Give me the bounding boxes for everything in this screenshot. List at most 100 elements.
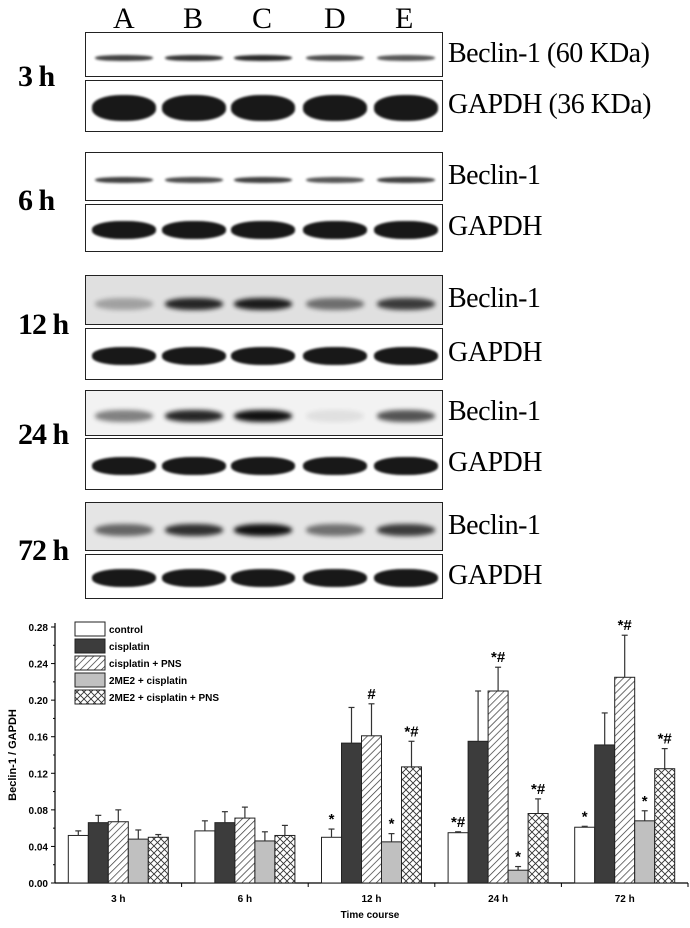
blot-band xyxy=(165,176,223,183)
blot-band xyxy=(377,410,435,423)
significance-mark: * xyxy=(389,816,395,833)
significance-mark: *# xyxy=(451,814,466,831)
bar xyxy=(234,817,256,884)
blot-band xyxy=(162,347,226,366)
beclin-blot-panel xyxy=(85,390,443,436)
bar xyxy=(634,820,656,884)
blot-band xyxy=(92,220,156,239)
blot-band xyxy=(377,176,435,183)
gapdh-label: GAPDH xyxy=(448,447,542,478)
bar xyxy=(507,869,529,884)
significance-mark: * xyxy=(515,849,521,866)
x-tick-label: 72 h xyxy=(615,894,635,905)
x-axis-label: Time course xyxy=(341,910,400,921)
legend-label: 2ME2 + cisplatin xyxy=(109,676,187,687)
y-tick-label: 0.16 xyxy=(29,733,49,744)
bar xyxy=(214,822,236,884)
gapdh-blot-panel xyxy=(85,554,443,599)
x-tick-label: 12 h xyxy=(361,894,381,905)
blot-band xyxy=(306,523,364,536)
blot-band xyxy=(92,457,156,476)
lane-label: E xyxy=(395,2,414,35)
beclin-blot-panel xyxy=(85,502,443,551)
gapdh-blot-panel xyxy=(85,438,443,490)
blot-band xyxy=(165,297,223,310)
bar-chart: 0.00 0.04 0.08 0.12 0.16 0.20 0.24 0.28 Beclin-1… xyxy=(7,617,689,921)
time-label: 72 h xyxy=(18,534,69,567)
y-tick-label: 0.08 xyxy=(29,806,49,817)
blot-band xyxy=(303,569,367,588)
bar xyxy=(527,813,549,884)
y-tick-label: 0.04 xyxy=(29,842,49,853)
gapdh-blot-panel xyxy=(85,204,443,252)
legend-label: cisplatin + PNS xyxy=(109,659,182,670)
legend-label: 2ME2 + cisplatin + PNS xyxy=(109,693,219,704)
blot-band xyxy=(162,220,226,239)
gapdh-label: GAPDH (36 KDa) xyxy=(448,89,651,120)
bar xyxy=(447,832,469,884)
bar xyxy=(401,766,422,884)
legend-swatch xyxy=(74,621,106,637)
blot-band xyxy=(92,95,156,122)
blot-band xyxy=(162,95,226,122)
legend-swatch xyxy=(74,638,106,654)
blot-band xyxy=(231,457,295,476)
blot-band xyxy=(234,410,292,423)
blot-band xyxy=(234,54,292,61)
lane-label: C xyxy=(252,2,273,35)
beclin-label: Beclin-1 xyxy=(448,509,541,541)
bar xyxy=(254,840,276,884)
blot-band xyxy=(162,457,226,476)
blot-band xyxy=(374,220,438,239)
y-tick-label: 0.20 xyxy=(29,696,49,707)
blot-band xyxy=(306,410,364,423)
bar xyxy=(87,822,109,884)
significance-mark: * xyxy=(582,808,588,825)
blot-band xyxy=(303,220,367,239)
blot-band xyxy=(306,54,364,61)
blot-band xyxy=(377,54,435,61)
blot-band xyxy=(303,457,367,476)
y-tick-label: 0.24 xyxy=(29,660,49,671)
blot-band xyxy=(374,347,438,366)
beclin-blot-panel xyxy=(85,275,443,325)
blot-band xyxy=(231,220,295,239)
beclin-label: Beclin-1 (60 KDa) xyxy=(448,37,650,69)
gapdh-blot-panel xyxy=(85,80,443,132)
gapdh-blot-panel xyxy=(85,328,443,380)
x-tick-label: 3 h xyxy=(111,894,125,905)
blot-band xyxy=(303,95,367,122)
bar xyxy=(341,742,362,884)
time-label: 12 h xyxy=(18,308,69,341)
beclin-blot-panel xyxy=(85,32,443,77)
y-tick-label: 0.28 xyxy=(29,623,49,634)
legend-swatch xyxy=(74,655,106,671)
significance-mark: * xyxy=(642,793,648,810)
bar xyxy=(594,744,616,884)
beclin-label: Beclin-1 xyxy=(448,159,541,191)
y-axis-label: Beclin-1 / GAPDH xyxy=(7,709,19,801)
legend-swatch xyxy=(74,689,106,705)
significance-mark: *# xyxy=(531,781,546,798)
blot-band xyxy=(231,95,295,122)
lane-label: B xyxy=(183,2,204,35)
lane-label: D xyxy=(324,2,346,35)
significance-mark: *# xyxy=(491,649,506,666)
gapdh-label: GAPDH xyxy=(448,211,542,242)
blot-band xyxy=(165,523,223,536)
blot-band xyxy=(95,176,153,183)
y-tick-label: 0.00 xyxy=(29,879,49,890)
gapdh-label: GAPDH xyxy=(448,559,542,591)
blot-band xyxy=(306,176,364,183)
blot-band xyxy=(162,569,226,588)
bar xyxy=(67,834,89,884)
blot-band xyxy=(374,569,438,588)
blot-band xyxy=(95,523,153,536)
bar xyxy=(614,676,636,884)
blot-band xyxy=(303,347,367,366)
blot-band xyxy=(231,569,295,588)
time-label: 3 h xyxy=(18,60,55,93)
blot-band xyxy=(374,457,438,476)
bar xyxy=(361,735,382,884)
blot-band xyxy=(231,347,295,366)
